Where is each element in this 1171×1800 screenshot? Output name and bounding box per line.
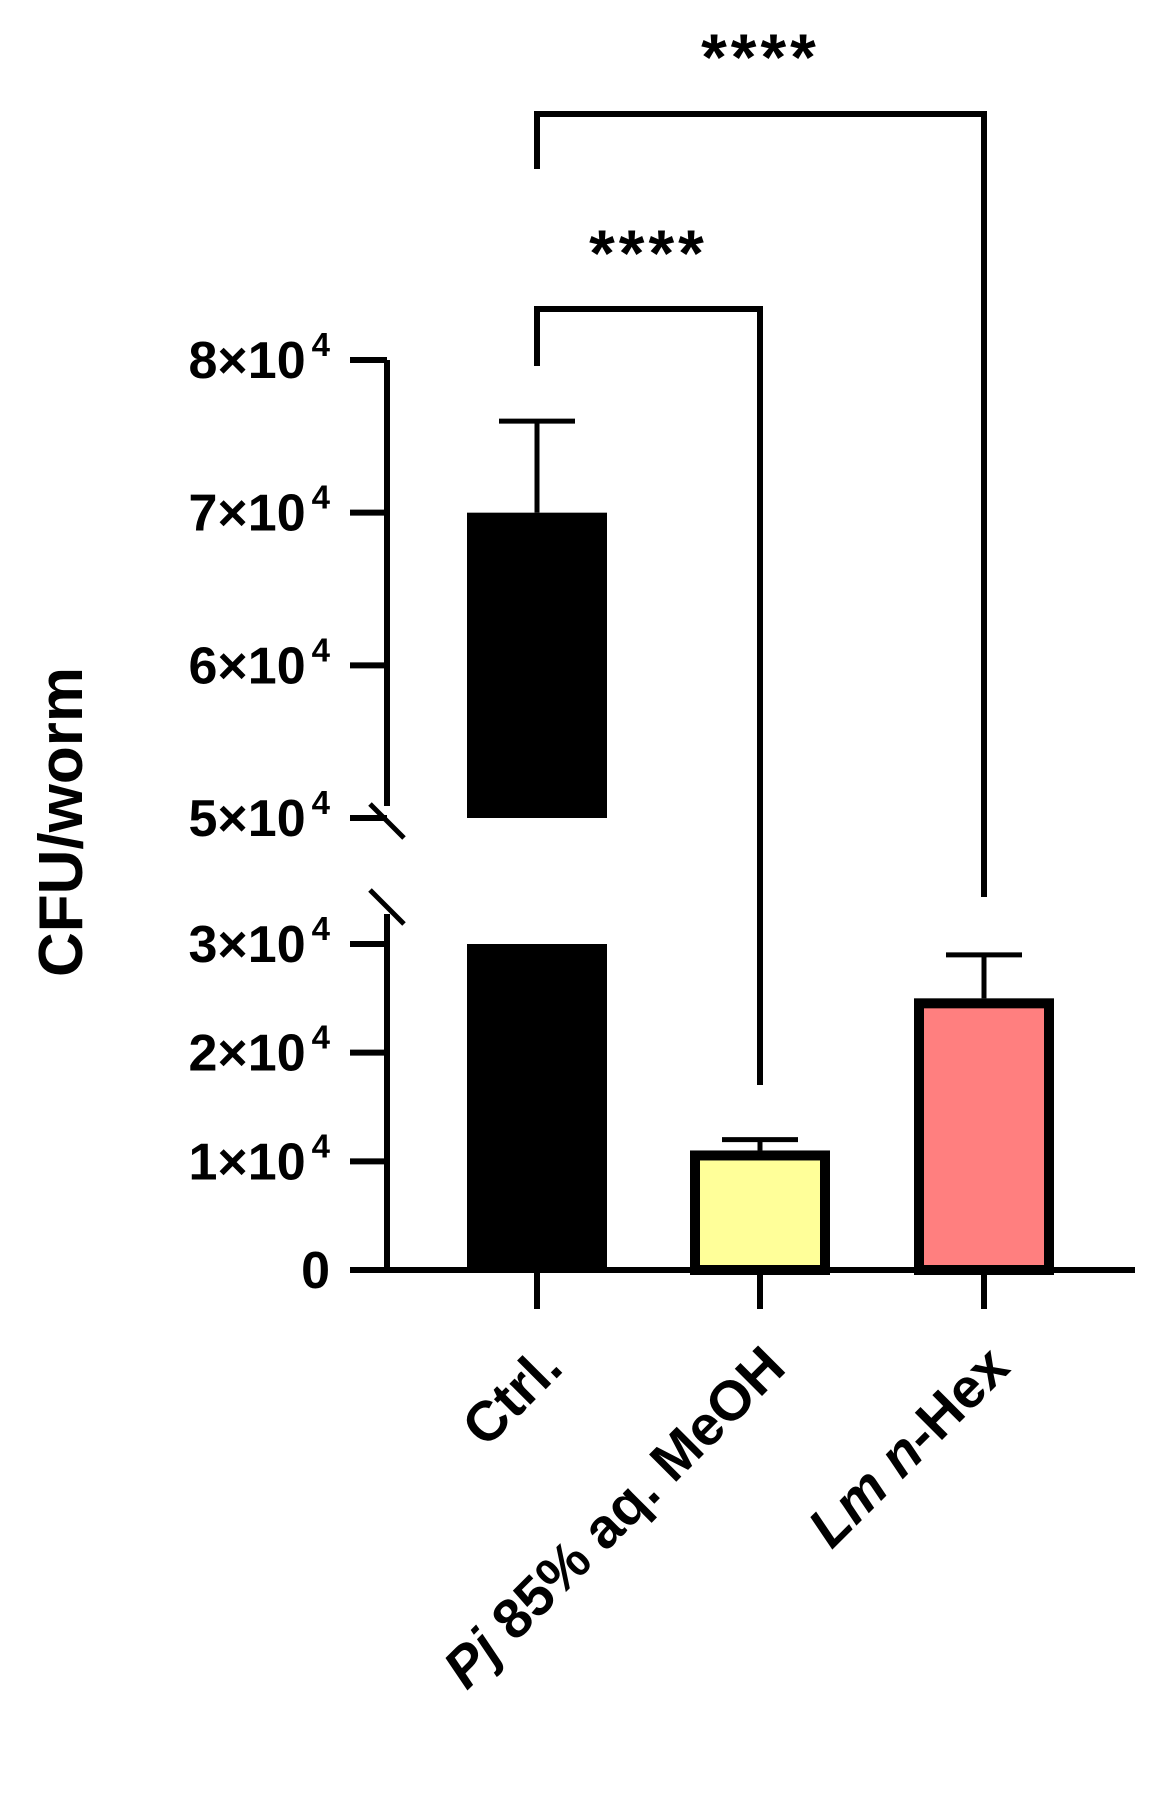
y-tick-mantissa-4: 5×10 — [189, 790, 306, 848]
y-tick-exponent-1: 4 — [312, 1127, 331, 1164]
y-tick-label-1: 1×10 4 — [189, 1127, 331, 1191]
y-tick-exponent-2: 4 — [312, 1019, 331, 1056]
y-tick-exponent-5: 4 — [312, 631, 331, 668]
significance-brackets: **** **** — [534, 20, 987, 1085]
y-tick-label-6: 7×10 4 — [189, 479, 331, 543]
y-tick-mantissa-3: 3×10 — [189, 916, 306, 974]
bar-1 — [690, 1150, 830, 1276]
y-tick-label-4: 5×10 4 — [189, 784, 331, 848]
sig-label-0: **** — [589, 216, 708, 290]
y-tick-label-7: 8×10 4 — [189, 326, 331, 390]
bar-0-lower — [467, 944, 607, 1270]
sig-bracket-1 — [534, 111, 987, 897]
sig-bracket-0 — [534, 306, 763, 1085]
bar-0-upper — [467, 512, 607, 818]
y-tick-exponent-7: 4 — [312, 326, 331, 363]
y-tick-exponent-6: 4 — [312, 479, 331, 516]
y-tick-label-2: 2×10 4 — [189, 1019, 331, 1083]
y-tick-exponent-3: 4 — [312, 910, 331, 947]
x-category-label-2: Lm n-Hex — [796, 1334, 1021, 1559]
x-category-label-text-0: Ctrl. — [450, 1334, 574, 1458]
y-tick-label-5: 6×10 4 — [189, 631, 331, 695]
y-tick-mantissa-0: 0 — [301, 1242, 330, 1300]
y-tick-exponent-4: 4 — [312, 784, 331, 821]
y-tick-label-3: 3×10 4 — [189, 910, 331, 974]
y-tick-mantissa-5: 6×10 — [189, 637, 306, 695]
y-tick-mantissa-2: 2×10 — [189, 1025, 306, 1083]
y-axis-title: CFU/worm — [27, 667, 96, 977]
bar-2 — [914, 998, 1054, 1275]
sig-label-1: **** — [701, 20, 820, 94]
x-category-label-0: Ctrl. — [450, 1334, 574, 1458]
y-tick-mantissa-7: 8×10 — [189, 332, 306, 390]
axis-break-mark-lower — [368, 888, 406, 926]
y-tick-label-0: 0 — [301, 1242, 330, 1300]
y-tick-mantissa-1: 1×10 — [189, 1133, 306, 1191]
bars — [467, 418, 1054, 1276]
y-tick-mantissa-6: 7×10 — [189, 485, 306, 543]
